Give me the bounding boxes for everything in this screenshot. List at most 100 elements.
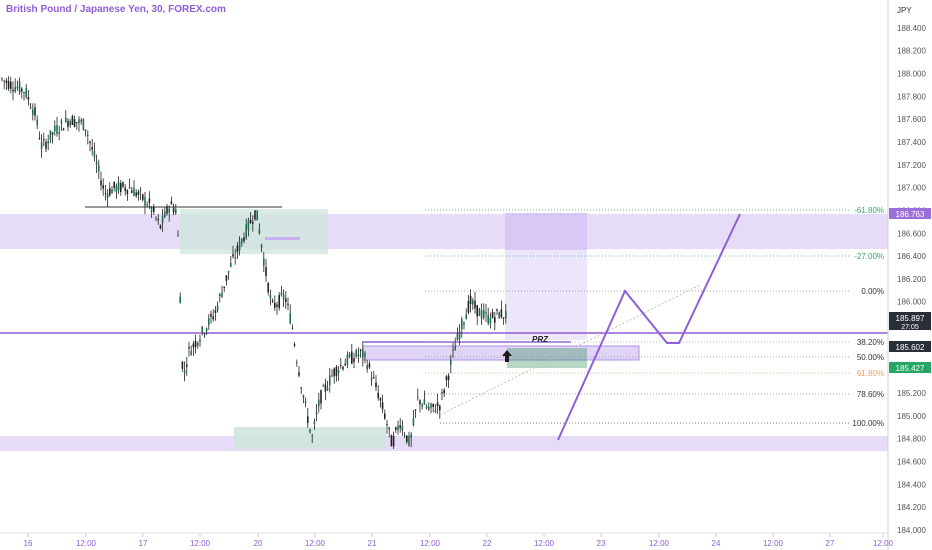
candle-body [67,120,69,127]
x-tick-label: 24 [712,539,721,548]
candle-body [498,312,500,319]
candle-body [47,140,49,144]
candle-body [307,416,309,423]
candle-body [87,135,89,137]
candle-body [133,187,135,197]
candle-body [225,275,228,281]
candle-body [78,119,80,124]
candle-body [392,435,395,447]
y-tick-label: 186.000 [897,298,926,307]
candle-body [243,237,245,242]
candle-body [452,350,454,352]
up-arrow-icon [502,350,512,362]
candle-body [73,119,76,127]
candle-body [300,387,302,389]
y-axis-ticks[interactable]: 188.400 188.200 188.000 187.800 187.600 187.4… [897,24,926,535]
candle-body [480,310,483,319]
candle-body [298,372,300,376]
candle-body [483,310,485,318]
candle-body [388,427,390,430]
candle-body [16,86,19,89]
candle-body [227,271,230,273]
price-badge-countdown: 27:05 [901,324,919,331]
candle-body [505,311,507,319]
y-tick-label: 187.200 [897,161,926,170]
candle-body [322,386,324,387]
candle-body [276,304,278,307]
candle-body [177,234,179,236]
candle-body [238,241,241,251]
candle-body [201,326,203,333]
candle-body [280,292,283,295]
candle-body [445,376,448,381]
candle-body [329,375,331,386]
fib-level-label: 78.60% [857,390,884,399]
candle-body [144,197,146,206]
price-axis-background [888,0,932,550]
candle-body [318,399,320,407]
candle-body [430,403,432,408]
price-badge [889,341,931,352]
candle-body [192,343,195,348]
x-tick-label: 12:00 [76,539,97,548]
candle-body [313,421,316,424]
candle-body [128,186,131,189]
candle-body [296,361,298,363]
candle-body [293,344,296,346]
candle-body [216,305,219,311]
candle-body [384,413,386,419]
candle-body [56,125,58,135]
candle-body [142,194,144,200]
candle-body [241,238,243,243]
candle-body [456,333,459,341]
candle-body [474,300,476,309]
candle-body [355,350,357,357]
candle-body [135,192,137,196]
candle-body [102,185,104,189]
candle-body [34,107,36,116]
candle-body [150,207,153,212]
candle-body [476,305,478,317]
candle-body [461,318,463,330]
candle-body [205,328,208,332]
candle-body [368,363,371,368]
candle-body [439,405,441,411]
candle-body [54,125,56,132]
candle-body [386,424,388,426]
y-tick-label: 184.200 [897,503,926,512]
candle-body [45,141,47,149]
y-tick-label: 184.600 [897,458,926,467]
y-tick-label: 187.000 [897,184,926,193]
candle-body [25,88,27,97]
candle-body [366,365,368,370]
candle-body [494,317,496,323]
candle-body [282,294,285,300]
prz-green-box [507,348,587,368]
candle-body [315,412,318,415]
candle-body [447,375,450,381]
candle-body [450,360,452,365]
candle-body [245,224,247,238]
y-tick-label: 188.200 [897,47,926,56]
candle-body [60,120,63,124]
candle-body [269,294,272,299]
demand-zone-band [0,436,888,451]
candle-body [406,435,408,442]
fib-level-label: 50.00% [857,353,884,362]
candle-body [256,210,258,221]
candle-body [23,92,25,93]
candle-body [357,354,360,356]
candle-body [252,222,254,224]
candle-body [351,351,353,364]
candle-body [236,245,239,252]
candle-body [84,129,87,132]
y-tick-label: 187.800 [897,92,926,101]
x-axis-ticks[interactable]: 16 12:00 17 12:00 20 12:00 21 12:00 22 12:00 23 12:… [24,533,894,548]
candle-body [7,80,10,89]
candle-body [172,208,175,213]
candle-body [278,294,280,308]
candle-body [397,425,399,431]
candle-body [164,211,166,218]
